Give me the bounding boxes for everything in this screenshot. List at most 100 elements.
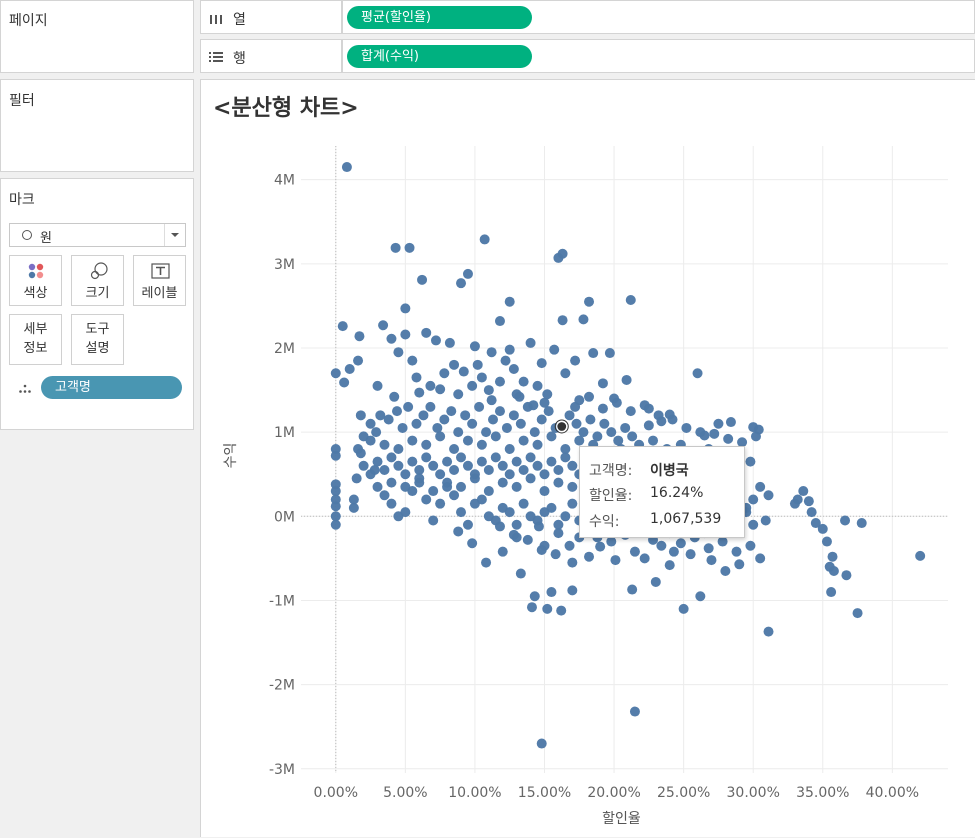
sum-profit-pill[interactable]: 합계(수익) xyxy=(347,45,532,68)
y-axis-title: 수익 xyxy=(223,443,239,469)
data-point xyxy=(411,372,422,383)
detail-button[interactable]: 세부 정보 xyxy=(9,314,62,365)
data-point xyxy=(627,431,638,442)
data-point xyxy=(365,435,376,446)
data-point xyxy=(553,519,564,530)
data-point xyxy=(508,529,519,540)
pages-title: 페이지 xyxy=(9,13,48,29)
data-point xyxy=(550,549,561,560)
data-point xyxy=(472,359,483,370)
label-button[interactable]: 레이블 xyxy=(133,255,186,306)
data-point xyxy=(525,473,536,484)
data-point xyxy=(539,486,550,497)
data-point xyxy=(685,549,696,560)
data-point xyxy=(840,515,851,526)
data-point xyxy=(578,314,589,325)
customer-name-pill[interactable]: 고객명 xyxy=(41,376,182,399)
data-point xyxy=(494,406,505,417)
data-point xyxy=(528,400,539,411)
data-point xyxy=(653,410,664,421)
data-point xyxy=(560,452,571,463)
data-point xyxy=(414,465,425,476)
rows-shelf[interactable]: 합계(수익) xyxy=(342,39,975,73)
data-point xyxy=(518,465,529,476)
data-point xyxy=(393,460,404,471)
data-point xyxy=(400,507,411,518)
highlighted-point-ring xyxy=(554,419,569,434)
data-point xyxy=(355,448,366,459)
detail-label-line1: 세부 xyxy=(23,322,48,337)
data-point xyxy=(365,469,376,480)
data-point xyxy=(553,477,564,488)
marks-panel: 마크 원 색상 크기 레이블 세부 정보 도구 설명 xyxy=(0,178,194,430)
size-button[interactable]: 크기 xyxy=(71,255,124,306)
columns-shelf[interactable]: 평균(할인율) xyxy=(342,0,975,34)
data-point xyxy=(546,431,557,442)
data-point xyxy=(378,320,389,331)
data-point xyxy=(393,443,404,454)
data-point xyxy=(675,538,686,549)
data-point xyxy=(543,406,554,417)
data-point xyxy=(841,570,852,581)
data-point xyxy=(827,551,838,562)
data-point xyxy=(386,452,397,463)
data-point xyxy=(339,377,350,388)
data-point xyxy=(567,585,578,596)
data-point xyxy=(522,534,533,545)
data-point xyxy=(564,410,575,421)
data-point xyxy=(574,435,585,446)
data-point xyxy=(504,507,515,518)
data-point xyxy=(803,496,814,507)
data-point xyxy=(915,550,926,561)
data-point xyxy=(330,519,341,530)
data-point xyxy=(428,486,439,497)
data-point xyxy=(606,536,617,547)
tooltip-button[interactable]: 도구 설명 xyxy=(71,314,124,365)
tooltip-profit-value: 1,067,539 xyxy=(650,511,722,527)
data-point xyxy=(560,511,571,522)
data-point xyxy=(668,546,679,557)
data-point xyxy=(737,437,748,448)
color-button[interactable]: 색상 xyxy=(9,255,62,306)
data-point xyxy=(425,380,436,391)
data-point xyxy=(518,498,529,509)
detail-dots-icon xyxy=(19,384,31,393)
data-point xyxy=(664,560,675,571)
data-point xyxy=(648,435,659,446)
chevron-down-icon[interactable] xyxy=(164,224,185,246)
data-point xyxy=(627,584,638,595)
data-point xyxy=(462,519,473,530)
y-tick-label: 2M xyxy=(274,341,295,357)
color-label: 색상 xyxy=(23,286,48,301)
data-point xyxy=(549,344,560,355)
data-point xyxy=(372,481,383,492)
data-point xyxy=(354,331,365,342)
data-point xyxy=(348,502,359,513)
data-point xyxy=(469,473,480,484)
mark-type-dropdown[interactable]: 원 xyxy=(9,223,186,247)
columns-icon xyxy=(210,15,222,24)
data-point xyxy=(610,555,621,566)
scatter-chart[interactable]: 0.00% 5.00% 10.00% 15.00% 20.00% 25.00% 30.00%… xyxy=(201,80,975,838)
data-point xyxy=(428,460,439,471)
data-point xyxy=(490,431,501,442)
data-point xyxy=(444,337,455,348)
data-point xyxy=(456,481,467,492)
data-point xyxy=(501,422,512,433)
data-point xyxy=(435,498,446,509)
data-point xyxy=(567,557,578,568)
data-point xyxy=(542,389,553,400)
data-point xyxy=(407,435,418,446)
data-point xyxy=(425,401,436,412)
filters-panel[interactable]: 필터 xyxy=(0,79,194,172)
data-point xyxy=(560,368,571,379)
avg-discount-pill[interactable]: 평균(할인율) xyxy=(347,6,532,29)
data-point xyxy=(828,566,839,577)
pages-panel[interactable]: 페이지 xyxy=(0,0,194,73)
data-point xyxy=(435,384,446,395)
data-point xyxy=(599,418,610,429)
data-point xyxy=(584,296,595,307)
columns-label: 열 xyxy=(233,12,246,28)
x-tick-label: 20.00% xyxy=(587,785,640,801)
data-point xyxy=(392,406,403,417)
